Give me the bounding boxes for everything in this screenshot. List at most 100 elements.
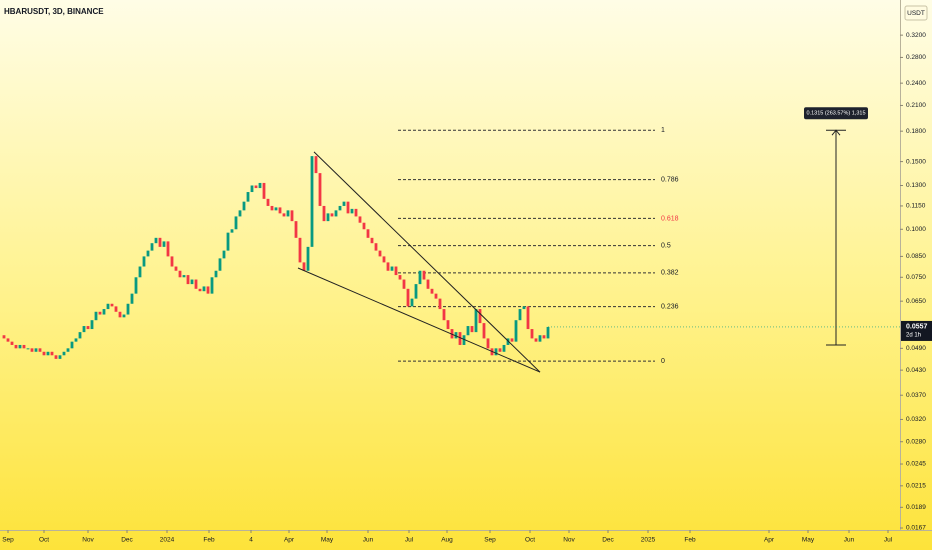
candle bbox=[146, 250, 150, 257]
candle bbox=[42, 351, 46, 356]
candle bbox=[498, 348, 502, 352]
y-tick-label: 0.1500 bbox=[906, 158, 926, 165]
y-tick-label: 0.0370 bbox=[906, 392, 926, 399]
y-tick-label: 0.0750 bbox=[906, 274, 926, 281]
candle bbox=[26, 348, 30, 350]
candle bbox=[94, 311, 98, 321]
y-tick-label: 0.0215 bbox=[906, 483, 926, 490]
candle bbox=[230, 229, 234, 233]
candle bbox=[266, 198, 270, 206]
candle bbox=[198, 288, 202, 292]
candle bbox=[362, 222, 366, 230]
candle bbox=[194, 279, 198, 289]
candle bbox=[58, 355, 62, 359]
y-tick-label: 0.2400 bbox=[906, 80, 926, 87]
candle bbox=[538, 335, 542, 342]
candle bbox=[326, 213, 330, 222]
candle bbox=[162, 241, 166, 247]
fib-level-label: 0 bbox=[661, 358, 665, 365]
candle bbox=[254, 185, 258, 189]
fib-level-label: 0.236 bbox=[661, 303, 679, 310]
fib-level-label: 1 bbox=[661, 127, 665, 134]
candle bbox=[286, 210, 290, 217]
candle bbox=[534, 338, 538, 342]
y-tick-label: 0.3200 bbox=[906, 32, 926, 39]
x-tick-label: Feb bbox=[684, 537, 696, 544]
candle bbox=[214, 270, 218, 278]
candle bbox=[14, 344, 18, 349]
candle bbox=[454, 332, 458, 339]
candle bbox=[126, 303, 130, 315]
candle bbox=[186, 275, 190, 285]
candle bbox=[446, 320, 450, 330]
candle bbox=[410, 298, 414, 307]
candle bbox=[462, 335, 466, 345]
y-tick-label: 0.0245 bbox=[906, 461, 926, 468]
candle bbox=[546, 326, 550, 339]
candle bbox=[370, 237, 374, 244]
candle bbox=[438, 298, 442, 310]
candle bbox=[434, 293, 438, 299]
currency-button[interactable] bbox=[904, 5, 928, 21]
candle bbox=[202, 286, 206, 292]
candle bbox=[458, 332, 462, 345]
candle bbox=[150, 243, 154, 251]
x-tick-label: Nov bbox=[563, 537, 575, 544]
x-tick-label: May bbox=[802, 537, 815, 544]
candle bbox=[98, 311, 102, 315]
x-tick-label: Nov bbox=[82, 537, 94, 544]
candle bbox=[6, 338, 10, 342]
candle bbox=[218, 258, 222, 271]
candle bbox=[138, 266, 142, 278]
candle bbox=[274, 207, 278, 211]
candle bbox=[190, 279, 194, 285]
candle bbox=[374, 243, 378, 251]
candle bbox=[30, 348, 34, 352]
measure-label-box bbox=[804, 107, 868, 120]
candle bbox=[398, 275, 402, 280]
candle bbox=[54, 355, 58, 359]
x-tick-label: Jun bbox=[363, 537, 374, 544]
candle bbox=[290, 210, 294, 222]
candle bbox=[322, 205, 326, 222]
x-tick-label: 2024 bbox=[160, 537, 175, 544]
fib-level-label: 0.786 bbox=[661, 176, 679, 183]
candle bbox=[114, 306, 118, 312]
candle bbox=[422, 270, 426, 280]
candle bbox=[130, 293, 134, 304]
candle bbox=[134, 277, 138, 294]
y-tick-label: 0.2100 bbox=[906, 102, 926, 109]
candle bbox=[354, 208, 358, 217]
fib-level-label: 0.5 bbox=[661, 243, 671, 250]
candle bbox=[522, 306, 526, 310]
x-tick-label: Dec bbox=[121, 537, 133, 544]
candle bbox=[378, 250, 382, 257]
x-tick-label: Oct bbox=[525, 537, 535, 544]
candle bbox=[502, 344, 506, 352]
candle bbox=[418, 270, 422, 285]
candle bbox=[470, 326, 474, 333]
x-tick-label: Dec bbox=[602, 537, 614, 544]
currency-label[interactable]: USDT bbox=[907, 10, 925, 17]
candle bbox=[238, 210, 242, 217]
candle bbox=[474, 309, 478, 333]
y-tick-label: 0.1800 bbox=[906, 128, 926, 135]
countdown-label: 2d 1h bbox=[906, 333, 921, 339]
candle bbox=[222, 250, 226, 259]
x-tick-label: 2025 bbox=[641, 537, 656, 544]
candle bbox=[334, 210, 338, 217]
candle bbox=[78, 332, 82, 339]
measure-arrow bbox=[831, 129, 841, 136]
x-tick-label: Sep bbox=[484, 537, 496, 544]
candle bbox=[350, 208, 354, 214]
y-tick-label: 0.0167 bbox=[906, 525, 926, 532]
candle bbox=[402, 279, 406, 289]
y-tick-label: 0.0320 bbox=[906, 416, 926, 423]
y-tick-label: 0.1300 bbox=[906, 182, 926, 189]
candle bbox=[50, 351, 54, 356]
measure-label: 0.1315 (263.57%) 1,315 bbox=[806, 111, 865, 117]
x-tick-label: Apr bbox=[284, 537, 295, 544]
candle bbox=[242, 201, 246, 211]
candle bbox=[506, 338, 510, 345]
x-tick-label: Jun bbox=[844, 537, 855, 544]
